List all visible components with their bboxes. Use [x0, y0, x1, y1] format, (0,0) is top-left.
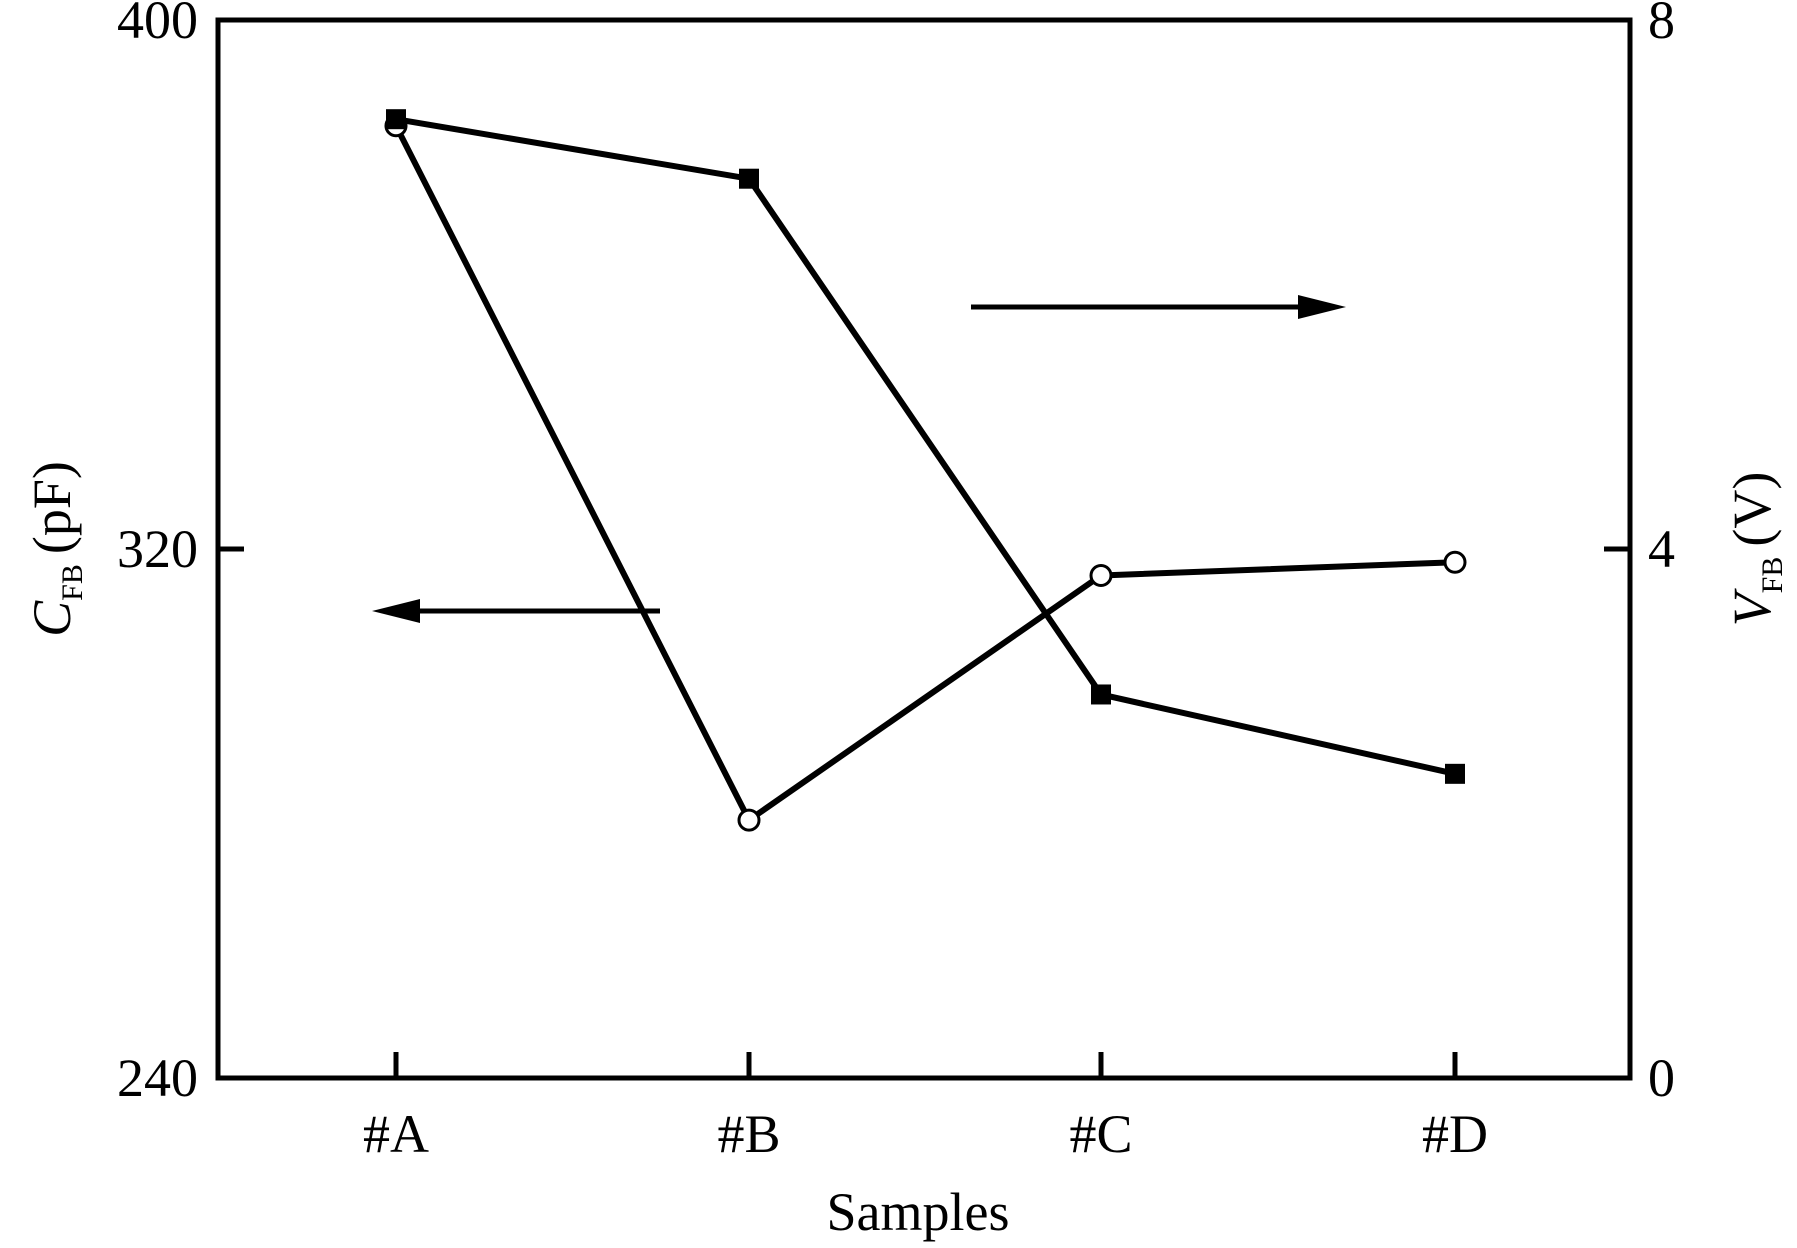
left-axis-title: CFB (pF)	[22, 461, 89, 637]
right-tick-label: 8	[1648, 0, 1675, 50]
left-tick-label: 240	[117, 1048, 198, 1108]
series-layer	[384, 109, 1467, 832]
data-point-square	[1445, 763, 1465, 784]
left-tick-label: 400	[117, 0, 198, 50]
x-tick-label: #D	[1422, 1104, 1488, 1164]
left-axis-ticks: 240 320 400	[117, 0, 244, 1108]
series-line-right-axis	[395, 116, 1456, 777]
series-line-left-axis	[393, 124, 1456, 824]
right-tick-label: 4	[1648, 519, 1675, 579]
plot-frame	[215, 17, 1633, 1081]
left-axis-title-unit: (pF)	[22, 461, 82, 554]
data-point-square	[739, 168, 759, 189]
left-axis-title-main: C	[22, 600, 82, 637]
data-point-circle	[1443, 550, 1467, 574]
svg-text:CFB(pF): CFB (pF)	[22, 461, 89, 637]
data-point-circle	[1089, 563, 1113, 587]
right-axis-title-sub: FB	[1756, 557, 1789, 594]
x-axis-title: Samples	[827, 1182, 1010, 1242]
left-arrow-annotation	[372, 599, 660, 623]
left-axis-title-sub: FB	[56, 564, 89, 601]
data-point-square	[386, 109, 406, 130]
x-axis-ticks: #A #B #C #D	[363, 1052, 1488, 1164]
right-axis-title-main: V	[1722, 587, 1782, 626]
data-point-circle	[737, 808, 761, 832]
svg-text:VFB(V): VFB (V)	[1722, 472, 1789, 627]
x-tick-label: #C	[1069, 1104, 1132, 1164]
right-axis-ticks: 0 4 8	[1604, 0, 1675, 1108]
right-axis-title-unit: (V)	[1722, 472, 1782, 547]
right-axis-title: VFB (V)	[1722, 472, 1789, 627]
left-tick-label: 320	[117, 519, 198, 579]
x-tick-label: #A	[363, 1104, 429, 1164]
data-point-square	[1091, 684, 1111, 705]
x-tick-label: #B	[717, 1104, 780, 1164]
right-arrow-annotation	[971, 295, 1346, 319]
right-tick-label: 0	[1648, 1048, 1675, 1108]
